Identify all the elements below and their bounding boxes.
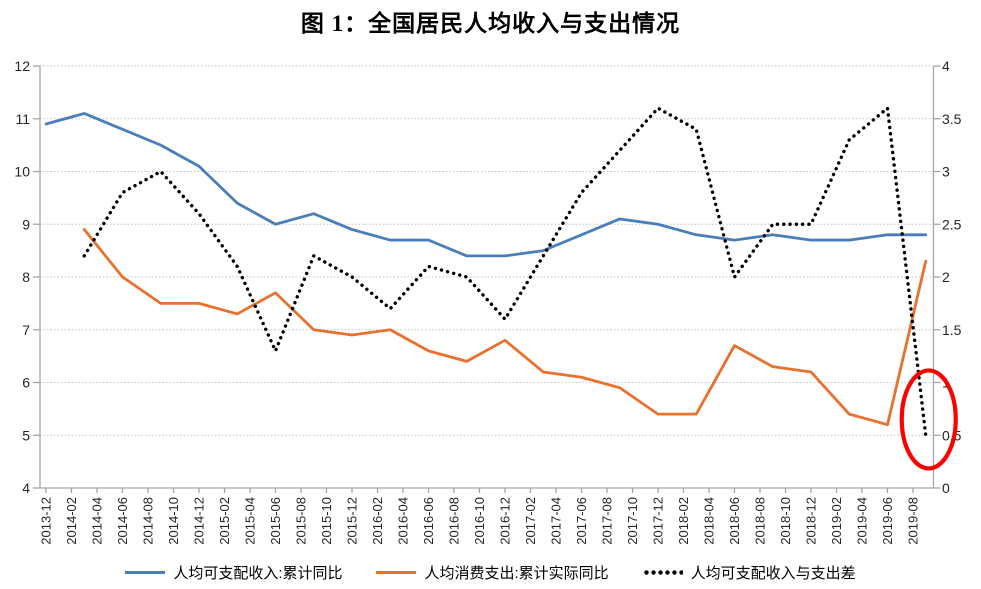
svg-text:2016-12: 2016-12 [498,497,513,545]
svg-text:2018-08: 2018-08 [753,497,768,545]
svg-text:2019-06: 2019-06 [880,497,895,545]
svg-text:2015-10: 2015-10 [319,497,334,545]
legend-item-difference: 人均可支配收入与支出差 [642,562,856,583]
svg-text:3.5: 3.5 [942,111,962,127]
svg-text:2019-02: 2019-02 [829,497,844,545]
svg-text:2013-12: 2013-12 [39,497,54,545]
svg-text:2.5: 2.5 [942,216,962,232]
svg-text:2: 2 [942,269,950,285]
svg-text:2018-04: 2018-04 [702,497,717,545]
legend-dotted-sample-difference [642,570,683,575]
svg-text:2017-08: 2017-08 [600,497,615,545]
legend: 人均可支配收入:累计同比 人均消费支出:累计实际同比 人均可支配收入与支出差 [0,562,981,583]
svg-text:2016-06: 2016-06 [421,497,436,545]
gridlines [40,65,934,436]
svg-text:2019-08: 2019-08 [906,497,921,545]
svg-text:10: 10 [14,164,30,180]
svg-text:4: 4 [22,480,30,496]
svg-text:2014-10: 2014-10 [166,497,181,545]
svg-text:2016-10: 2016-10 [472,497,487,545]
legend-line-sample-expenditure [376,571,417,574]
svg-text:2018-02: 2018-02 [676,497,691,545]
svg-text:11: 11 [15,111,30,127]
legend-item-expenditure: 人均消费支出:累计实际同比 [376,562,609,583]
series-expenditure-line [82,228,928,427]
svg-text:2017-06: 2017-06 [574,497,589,545]
svg-text:2019-04: 2019-04 [855,497,870,545]
legend-label-difference: 人均可支配收入与支出差 [690,565,856,582]
svg-text:1.5: 1.5 [942,322,962,338]
y-axis-right: 43.532.521.510.50 [933,58,962,496]
svg-text:2017-10: 2017-10 [625,497,640,545]
y-axis-left: 12 11 10 9 8 7 6 5 4 [14,58,40,496]
legend-item-income: 人均可支配收入:累计同比 [125,562,342,583]
svg-text:9: 9 [22,216,30,232]
svg-text:2015-02: 2015-02 [217,497,232,545]
svg-text:2018-10: 2018-10 [778,497,793,545]
svg-text:2014-12: 2014-12 [192,497,207,545]
svg-text:6: 6 [22,375,30,391]
svg-text:2017-02: 2017-02 [523,497,538,545]
svg-text:7: 7 [22,322,30,338]
series-income-line [44,112,928,258]
svg-text:0: 0 [942,480,950,496]
svg-text:2016-08: 2016-08 [447,497,462,545]
svg-text:2014-04: 2014-04 [90,497,105,545]
svg-text:2014-06: 2014-06 [115,497,130,545]
legend-line-sample-income [125,571,166,574]
svg-text:2014-08: 2014-08 [141,497,156,545]
svg-text:2016-04: 2016-04 [396,497,411,545]
svg-text:2018-12: 2018-12 [804,497,819,545]
svg-text:2017-04: 2017-04 [549,497,564,545]
svg-text:5: 5 [22,427,30,443]
svg-text:8: 8 [22,269,30,285]
svg-text:2015-06: 2015-06 [268,497,283,545]
svg-text:3: 3 [942,164,950,180]
svg-text:4: 4 [942,58,950,74]
svg-text:2014-02: 2014-02 [64,497,79,545]
svg-text:2016-02: 2016-02 [370,497,385,545]
highlight-ellipse [899,368,958,471]
chart-title: 图 1：全国居民人均收入与支出情况 [300,11,681,36]
series-difference-line [82,106,928,437]
svg-text:12: 12 [14,58,30,74]
legend-label-income: 人均可支配收入:累计同比 [173,565,343,582]
svg-text:2015-04: 2015-04 [243,497,258,545]
x-axis: 2013-12 2014-02 2014-04 2014-06 2014-08 2014-… [39,488,921,545]
svg-text:2018-06: 2018-06 [727,497,742,545]
svg-text:2015-08: 2015-08 [294,497,309,545]
svg-text:2015-12: 2015-12 [345,497,360,545]
legend-label-expenditure: 人均消费支出:累计实际同比 [424,565,609,582]
svg-text:2017-12: 2017-12 [651,497,666,545]
